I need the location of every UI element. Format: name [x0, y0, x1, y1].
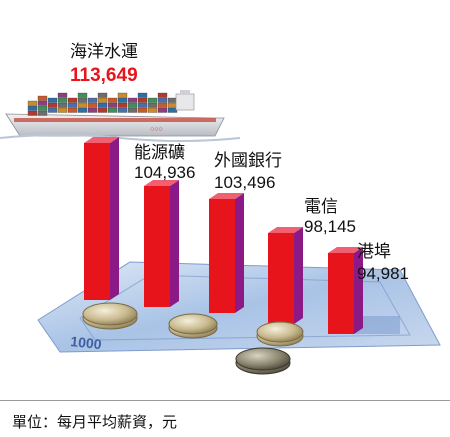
- bars-group: [84, 137, 363, 334]
- bar-top: [268, 227, 303, 233]
- container-block: [127, 102, 138, 108]
- container-block: [127, 97, 138, 103]
- container-block: [167, 102, 178, 108]
- container-block: [97, 97, 108, 103]
- bar-top: [328, 247, 363, 253]
- bar-top: [209, 193, 244, 199]
- container-block: [97, 92, 108, 98]
- container-block: [117, 92, 128, 98]
- chart-footer: 單位：每月平均薪資，元: [0, 400, 450, 437]
- banknote-text: 1000: [70, 333, 103, 352]
- bar-side: [235, 193, 244, 313]
- bar-front: [328, 253, 354, 334]
- bar-4: [268, 227, 303, 324]
- container-block: [167, 107, 178, 113]
- container-block: [37, 95, 48, 101]
- ship-hull-mark: ○○○: [150, 126, 163, 133]
- bar-2: [144, 180, 179, 307]
- category-label-5: 港埠: [357, 242, 391, 262]
- value-label-5: 94,981: [357, 264, 409, 283]
- bar-top: [144, 180, 179, 186]
- container-block: [147, 97, 158, 103]
- container-block: [107, 97, 118, 103]
- container-block: [37, 100, 48, 106]
- container-block: [37, 105, 48, 111]
- container-block: [97, 102, 108, 108]
- value-label-1: 113,649: [70, 65, 138, 86]
- category-label-2: 能源礦: [134, 143, 185, 163]
- value-label-4: 98,145: [304, 217, 356, 236]
- container-block: [27, 105, 38, 111]
- category-label-1: 海洋水運: [70, 42, 138, 62]
- container-block: [107, 107, 118, 113]
- bar-front: [84, 143, 110, 300]
- container-block: [27, 100, 38, 106]
- container-block: [77, 92, 88, 98]
- container-block: [117, 102, 128, 108]
- container-block: [147, 102, 158, 108]
- container-block: [67, 97, 78, 103]
- container-block: [47, 97, 58, 103]
- category-label-4: 電信: [304, 197, 338, 217]
- value-label-2: 104,936: [134, 163, 196, 182]
- container-block: [47, 107, 58, 113]
- coins-icon: [82, 302, 304, 375]
- bar-side: [110, 137, 119, 300]
- container-block: [27, 110, 38, 116]
- category-label-3: 外國銀行: [214, 151, 282, 171]
- unit-note: 單位：每月平均薪資，元: [12, 413, 178, 431]
- container-block: [137, 102, 148, 108]
- container-block: [127, 107, 138, 113]
- container-ship-icon: ○○○: [0, 90, 241, 142]
- bar-3: [209, 193, 244, 313]
- container-block: [67, 102, 78, 108]
- container-block: [87, 107, 98, 113]
- bar-1: [84, 137, 119, 300]
- container-block: [57, 107, 68, 113]
- container-block: [57, 102, 68, 108]
- container-block: [137, 107, 148, 113]
- container-block: [157, 97, 168, 103]
- container-block: [37, 110, 48, 116]
- container-block: [87, 97, 98, 103]
- container-block: [77, 107, 88, 113]
- bar-5: [328, 247, 363, 334]
- container-block: [117, 107, 128, 113]
- container-block: [117, 97, 128, 103]
- container-block: [87, 102, 98, 108]
- container-block: [77, 102, 88, 108]
- container-block: [157, 107, 168, 113]
- container-block: [137, 92, 148, 98]
- bar-front: [209, 199, 235, 313]
- container-block: [57, 97, 68, 103]
- value-label-3: 103,496: [214, 173, 276, 192]
- bar-side: [294, 227, 303, 324]
- container-block: [137, 97, 148, 103]
- container-block: [97, 107, 108, 113]
- container-block: [67, 107, 78, 113]
- container-block: [57, 92, 68, 98]
- bar-side: [170, 180, 179, 307]
- bar-front: [268, 233, 294, 324]
- container-block: [167, 97, 178, 103]
- container-block: [147, 107, 158, 113]
- bar-side: [354, 247, 363, 334]
- container-block: [157, 92, 168, 98]
- container-block: [47, 102, 58, 108]
- container-block: [77, 97, 88, 103]
- container-block: [107, 102, 118, 108]
- bar-top: [84, 137, 119, 143]
- container-block: [157, 102, 168, 108]
- bar-front: [144, 186, 170, 307]
